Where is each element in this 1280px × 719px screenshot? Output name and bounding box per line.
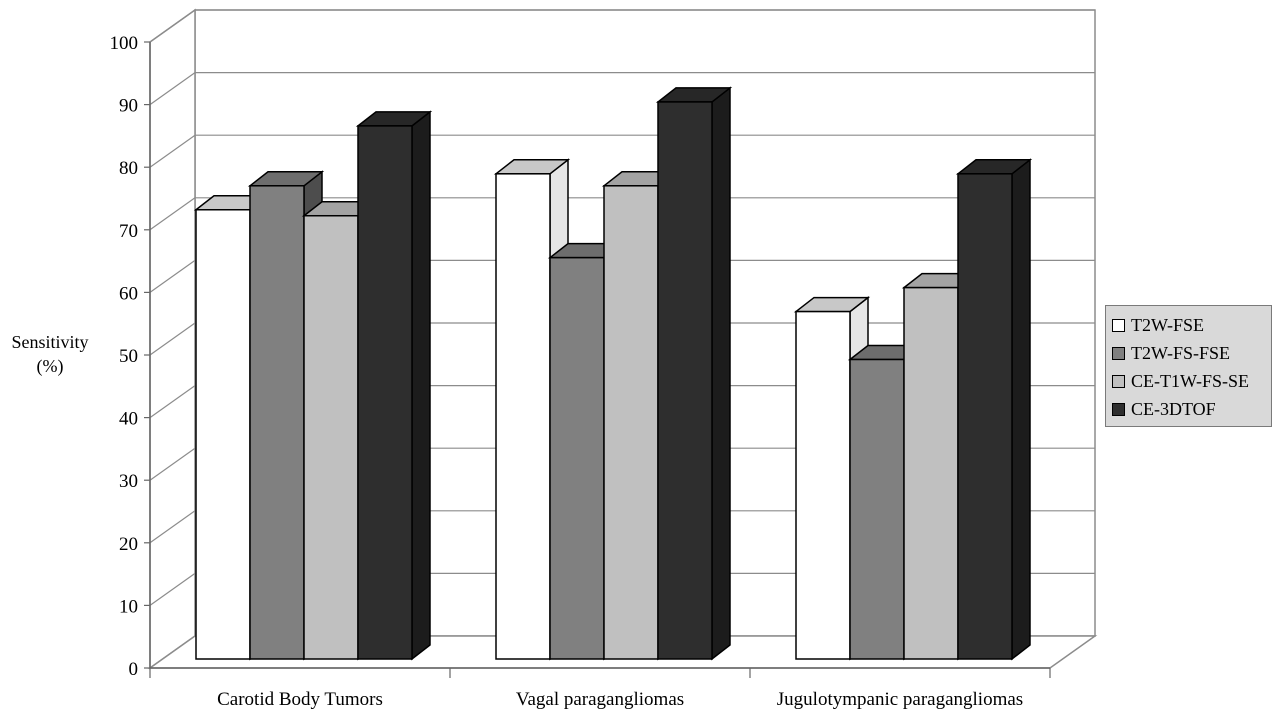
x-axis: Carotid Body Tumors Vagal paragangliomas J… — [149, 667, 1051, 710]
x-tick-label: Jugulotympanic paragangliomas — [777, 689, 1023, 710]
legend-label: CE-T1W-FS-SE — [1131, 370, 1250, 391]
bar — [955, 158, 1033, 661]
y-tick-label: 100 — [110, 33, 139, 54]
y-axis-label: Sensitivity (%) — [0, 330, 100, 378]
gridline-side — [149, 447, 196, 481]
legend-swatch — [1112, 402, 1125, 416]
legend-label: CE-3DTOF — [1131, 398, 1216, 419]
gridline-side — [149, 134, 196, 168]
legend-swatch — [1112, 346, 1125, 360]
gridline-side — [149, 385, 196, 419]
bar — [655, 86, 733, 661]
y-tick-label: 0 — [129, 659, 139, 680]
legend-label: T2W-FSE — [1131, 314, 1205, 335]
legend-item: CE-T1W-FS-SE — [1112, 367, 1271, 395]
legend: T2W-FSE T2W-FS-FSE CE-T1W-FS-SE CE-3DTOF — [1105, 305, 1272, 427]
legend-label: T2W-FS-FSE — [1131, 342, 1231, 363]
y-tick-label: 20 — [119, 534, 138, 555]
legend-swatch — [1112, 318, 1125, 332]
gridline-side — [149, 322, 196, 356]
gridline-side — [149, 510, 196, 544]
legend-item: T2W-FSE — [1112, 311, 1271, 339]
gridline-side — [149, 259, 196, 293]
legend-swatch — [1112, 374, 1125, 388]
legend-item: T2W-FS-FSE — [1112, 339, 1271, 367]
y-tick-label: 30 — [119, 471, 138, 492]
gridline-side — [149, 197, 196, 231]
y-tick-label: 10 — [119, 596, 138, 617]
y-tick-label: 90 — [119, 96, 138, 117]
y-tick-label: 60 — [119, 283, 138, 304]
y-axis-label-line2: (%) — [36, 356, 64, 376]
y-axis: 0 10 20 30 40 50 60 70 80 90 100 — [110, 33, 151, 680]
y-tick-label: 40 — [119, 409, 138, 430]
bar — [355, 110, 433, 661]
legend-item: CE-3DTOF — [1112, 395, 1271, 423]
gridline-side — [149, 72, 196, 106]
y-tick-label: 70 — [119, 221, 138, 242]
y-axis-label-line1: Sensitivity — [11, 332, 89, 352]
gridline-side — [149, 572, 196, 606]
gridline-side — [149, 9, 196, 43]
x-tick-label: Carotid Body Tumors — [217, 689, 383, 710]
bars — [193, 86, 1033, 661]
x-tick-label: Vagal paragangliomas — [516, 689, 684, 710]
y-tick-label: 50 — [119, 346, 138, 367]
y-tick-label: 80 — [119, 158, 138, 179]
